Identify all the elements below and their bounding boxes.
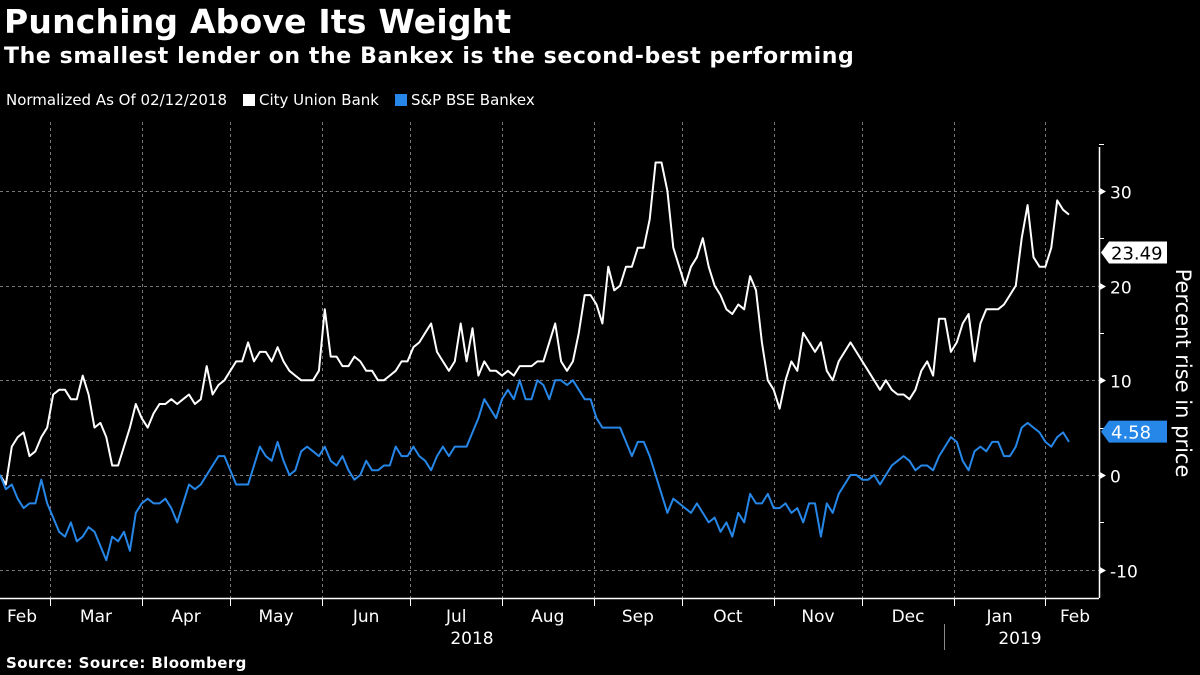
x-tick-label: Feb xyxy=(7,607,37,627)
chart-subtitle: The smallest lender on the Bankex is the… xyxy=(4,44,855,69)
legend: Normalized As Of 02/12/2018 City Union B… xyxy=(6,91,535,109)
x-tick-label: Aug xyxy=(531,607,564,627)
y-tick-label: 20 xyxy=(1110,279,1132,299)
last-value-badge-bse-bankex xyxy=(1101,420,1167,443)
y-axis-title: Percent rise in price xyxy=(1171,269,1195,478)
legend-item-city-union-bank: City Union Bank xyxy=(243,91,379,109)
legend-swatch-city-union-bank xyxy=(243,94,255,106)
y-tick-label: 0 xyxy=(1110,468,1121,488)
x-tick-label: Jan xyxy=(985,607,1012,627)
x-tick-label: May xyxy=(259,607,294,627)
last-value-label-bse-bankex: 4.58 xyxy=(1111,423,1151,444)
x-tick-label: Sep xyxy=(622,607,654,627)
y-tick-mark xyxy=(1099,376,1106,385)
y-tick-mark xyxy=(1099,282,1106,291)
last-value-badge-city-union-bank xyxy=(1101,241,1167,264)
x-tick-label: Mar xyxy=(80,607,112,627)
legend-swatch-bse-bankex xyxy=(394,94,407,106)
x-tick-label: Feb xyxy=(1060,607,1090,627)
x-tick-label: Nov xyxy=(801,607,834,627)
series-line-city-union-bank xyxy=(0,161,1070,486)
year-label: 2018 xyxy=(450,629,493,649)
series-line-bse-bankex xyxy=(0,379,1070,562)
y-tick-label: 30 xyxy=(1110,184,1132,204)
x-tick-label: Apr xyxy=(171,607,200,627)
last-value-label-city-union-bank: 23.49 xyxy=(1111,244,1163,265)
x-tick-label: Jun xyxy=(352,607,380,627)
y-tick-mark xyxy=(1099,187,1106,196)
source-note: Source: Source: Bloomberg xyxy=(6,654,247,672)
year-label: 2019 xyxy=(998,629,1041,649)
legend-label-city-union-bank: City Union Bank xyxy=(259,91,379,109)
y-tick-mark xyxy=(1099,566,1106,575)
legend-note: Normalized As Of 02/12/2018 xyxy=(6,91,227,109)
x-tick-label: Dec xyxy=(892,607,925,627)
x-tick-label: Oct xyxy=(713,607,743,627)
y-tick-label: -10 xyxy=(1110,563,1138,583)
x-tick-label: Jul xyxy=(445,607,467,627)
y-tick-label: 10 xyxy=(1110,373,1132,393)
legend-item-bse-bankex: S&P BSE Bankex xyxy=(394,91,535,109)
legend-label-bse-bankex: S&P BSE Bankex xyxy=(410,91,535,109)
y-tick-mark xyxy=(1099,471,1106,480)
chart-title: Punching Above Its Weight xyxy=(4,2,512,41)
